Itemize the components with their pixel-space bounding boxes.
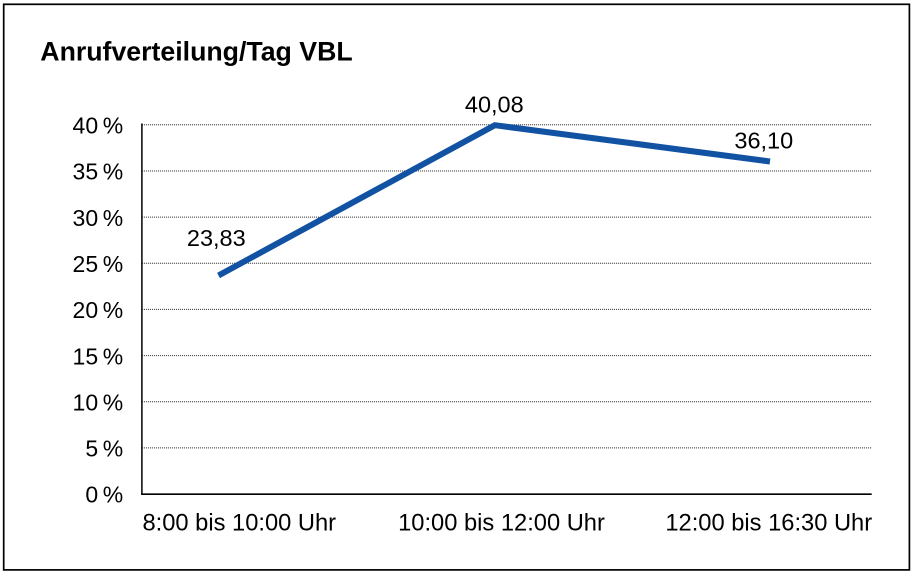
svg-text:40 %: 40 %: [73, 113, 124, 139]
svg-text:35 %: 35 %: [73, 159, 124, 185]
svg-text:36,10: 36,10: [734, 128, 793, 154]
svg-text:10 %: 10 %: [73, 389, 124, 415]
svg-text:8:00 bis 10:00 Uhr: 8:00 bis 10:00 Uhr: [143, 511, 337, 537]
svg-text:12:00 bis 16:30 Uhr: 12:00 bis 16:30 Uhr: [665, 511, 872, 537]
svg-text:25 %: 25 %: [73, 251, 124, 277]
svg-text:5 %: 5 %: [85, 436, 123, 462]
svg-text:15 %: 15 %: [73, 343, 124, 369]
svg-text:10:00 bis 12:00 Uhr: 10:00 bis 12:00 Uhr: [398, 511, 605, 537]
svg-text:40,08: 40,08: [465, 92, 524, 118]
svg-text:Anrufverteilung/Tag VBL: Anrufverteilung/Tag VBL: [40, 36, 352, 66]
svg-text:30 %: 30 %: [73, 205, 124, 231]
svg-text:0 %: 0 %: [85, 482, 123, 508]
svg-text:23,83: 23,83: [187, 225, 246, 251]
svg-text:20 %: 20 %: [73, 297, 124, 323]
